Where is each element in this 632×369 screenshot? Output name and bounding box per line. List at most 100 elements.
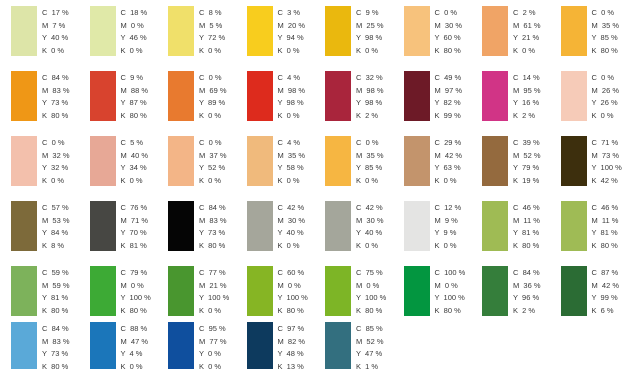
black-value: K 80 %	[277, 305, 304, 315]
yellow-value: Y 73 %	[199, 228, 226, 237]
cmyk-values: C 84 % M 36 % Y 96 % K 2 %	[513, 267, 559, 317]
magenta-value: M 88 %	[120, 85, 149, 95]
cmyk-values: C 84 % M 83 % Y 73 % K 80 %	[42, 72, 88, 122]
color-swatch	[325, 266, 351, 316]
color-swatch-card: C 2 % M 61 % Y 21 % K 0 %	[482, 6, 560, 68]
color-swatch-grid: C 17 % M 7 % Y 40 % K 0 % C 18 % M 0 % Y 46 % K…	[11, 6, 631, 369]
yellow-value: Y 79 %	[513, 163, 540, 172]
color-swatch-card: C 57 % M 53 % Y 84 % K 8 %	[11, 201, 89, 263]
color-swatch	[11, 136, 37, 186]
color-swatch	[246, 266, 273, 316]
color-swatch-card: C 9 % M 88 % Y 87 % K 80 %	[89, 71, 168, 133]
cyan-value: C 76 %	[120, 203, 148, 212]
color-swatch	[560, 136, 587, 186]
color-swatch	[482, 71, 508, 121]
yellow-value: Y 52 %	[199, 163, 226, 172]
color-swatch	[11, 71, 37, 121]
cmyk-values: C 42 % M 30 % Y 40 % K 0 %	[356, 202, 402, 252]
yellow-value: Y 40 %	[356, 228, 383, 237]
color-swatch-card: C 75 % M 0 % Y 100 % K 80 %	[325, 266, 403, 328]
magenta-value: M 0 %	[277, 280, 301, 290]
yellow-value: Y 40 %	[42, 33, 69, 42]
color-swatch	[325, 322, 351, 369]
color-swatch-card: C 14 % M 95 % Y 16 % K 2 %	[482, 71, 560, 133]
black-value: K 0 %	[199, 110, 222, 120]
black-value: K 0 %	[591, 110, 614, 120]
magenta-value: M 32 %	[42, 150, 70, 160]
yellow-value: Y 98 %	[356, 33, 383, 42]
magenta-value: M 0 %	[434, 280, 458, 290]
color-swatch	[11, 266, 37, 316]
black-value: K 8 %	[42, 240, 65, 250]
magenta-value: M 98 %	[356, 85, 384, 95]
yellow-value: Y 98 %	[277, 98, 304, 107]
yellow-value: Y 72 %	[199, 33, 226, 42]
magenta-value: M 36 %	[513, 280, 541, 290]
black-value: K 80 %	[591, 45, 618, 55]
color-swatch-card: C 5 % M 40 % Y 34 % K 0 %	[89, 136, 168, 198]
cmyk-values: C 0 % M 35 % Y 85 % K 0 %	[356, 137, 402, 187]
color-swatch-card: C 29 % M 42 % Y 63 % K 0 %	[403, 136, 482, 198]
color-swatch	[403, 201, 430, 251]
cmyk-values: C 5 % M 40 % Y 34 % K 0 %	[121, 137, 167, 187]
color-swatch-card: C 42 % M 30 % Y 40 % K 0 %	[246, 201, 325, 263]
color-swatch-card: C 0 % M 35 % Y 85 % K 0 %	[325, 136, 403, 198]
magenta-value: M 0 %	[120, 20, 144, 30]
magenta-value: M 82 %	[277, 336, 306, 346]
black-value: K 80 %	[120, 110, 147, 120]
black-value: K 80 %	[434, 305, 461, 315]
cyan-value: C 84 %	[513, 268, 540, 277]
magenta-value: M 37 %	[199, 150, 227, 160]
color-swatch	[403, 266, 430, 316]
cyan-value: C 0 %	[199, 138, 222, 147]
magenta-value: M 97 %	[434, 85, 463, 95]
magenta-value: M 11 %	[513, 215, 540, 225]
cyan-value: C 42 %	[356, 203, 383, 212]
cyan-value: C 46 %	[591, 203, 619, 212]
black-value: K 80 %	[120, 305, 147, 315]
color-swatch-card: C 60 % M 0 % Y 100 % K 80 %	[246, 266, 325, 328]
cmyk-values: C 71 % M 73 % Y 100 % K 42 %	[592, 137, 632, 187]
color-swatch-card: C 84 % M 83 % Y 73 % K 80 %	[11, 322, 89, 369]
cmyk-values: C 12 % M 9 % Y 9 % K 0 %	[435, 202, 481, 252]
yellow-value: Y 46 %	[120, 33, 147, 42]
yellow-value: Y 85 %	[356, 163, 383, 172]
cmyk-values: C 39 % M 52 % Y 79 % K 19 %	[513, 137, 559, 187]
cyan-value: C 4 %	[277, 73, 301, 82]
color-swatch	[89, 322, 116, 369]
yellow-value: Y 100 %	[356, 293, 387, 302]
yellow-value: Y 89 %	[199, 98, 226, 107]
color-swatch	[246, 322, 273, 369]
color-swatch-card: C 46 % M 11 % Y 81 % K 80 %	[482, 201, 560, 263]
magenta-value: M 30 %	[434, 20, 463, 30]
black-value: K 80 %	[42, 110, 69, 120]
cmyk-values: C 95 % M 77 % Y 0 % K 0 %	[199, 323, 245, 369]
color-swatch	[325, 71, 351, 121]
color-swatch	[168, 71, 194, 121]
cmyk-values: C 9 % M 88 % Y 87 % K 80 %	[121, 72, 167, 122]
yellow-value: Y 84 %	[42, 228, 69, 237]
color-swatch	[89, 201, 116, 251]
black-value: K 0 %	[277, 45, 300, 55]
magenta-value: M 42 %	[591, 280, 620, 290]
cyan-value: C 5 %	[120, 138, 144, 147]
cmyk-values: C 0 % M 35 % Y 85 % K 80 %	[592, 7, 632, 57]
cyan-value: C 4 %	[277, 138, 301, 147]
color-swatch-card: C 18 % M 0 % Y 46 % K 0 %	[89, 6, 168, 68]
yellow-value: Y 100 %	[120, 293, 151, 302]
black-value: K 0 %	[434, 240, 457, 250]
color-swatch-card: C 85 % M 52 % Y 47 % K 1 %	[325, 322, 403, 369]
yellow-value: Y 58 %	[277, 163, 304, 172]
magenta-value: M 26 %	[591, 85, 620, 95]
cyan-value: C 9 %	[120, 73, 144, 82]
color-swatch	[168, 201, 194, 251]
color-swatch	[482, 6, 508, 56]
yellow-value: Y 96 %	[513, 293, 540, 302]
color-swatch-card: C 0 % M 35 % Y 85 % K 80 %	[560, 6, 632, 68]
yellow-value: Y 48 %	[277, 349, 304, 358]
cyan-value: C 0 %	[591, 8, 615, 17]
magenta-value: M 35 %	[277, 150, 306, 160]
cmyk-values: C 97 % M 82 % Y 48 % K 13 %	[278, 323, 324, 369]
color-swatch	[482, 201, 508, 251]
swatch-row: C 0 % M 32 % Y 32 % K 0 % C 5 % M 40 % Y 34 % K…	[11, 136, 631, 198]
